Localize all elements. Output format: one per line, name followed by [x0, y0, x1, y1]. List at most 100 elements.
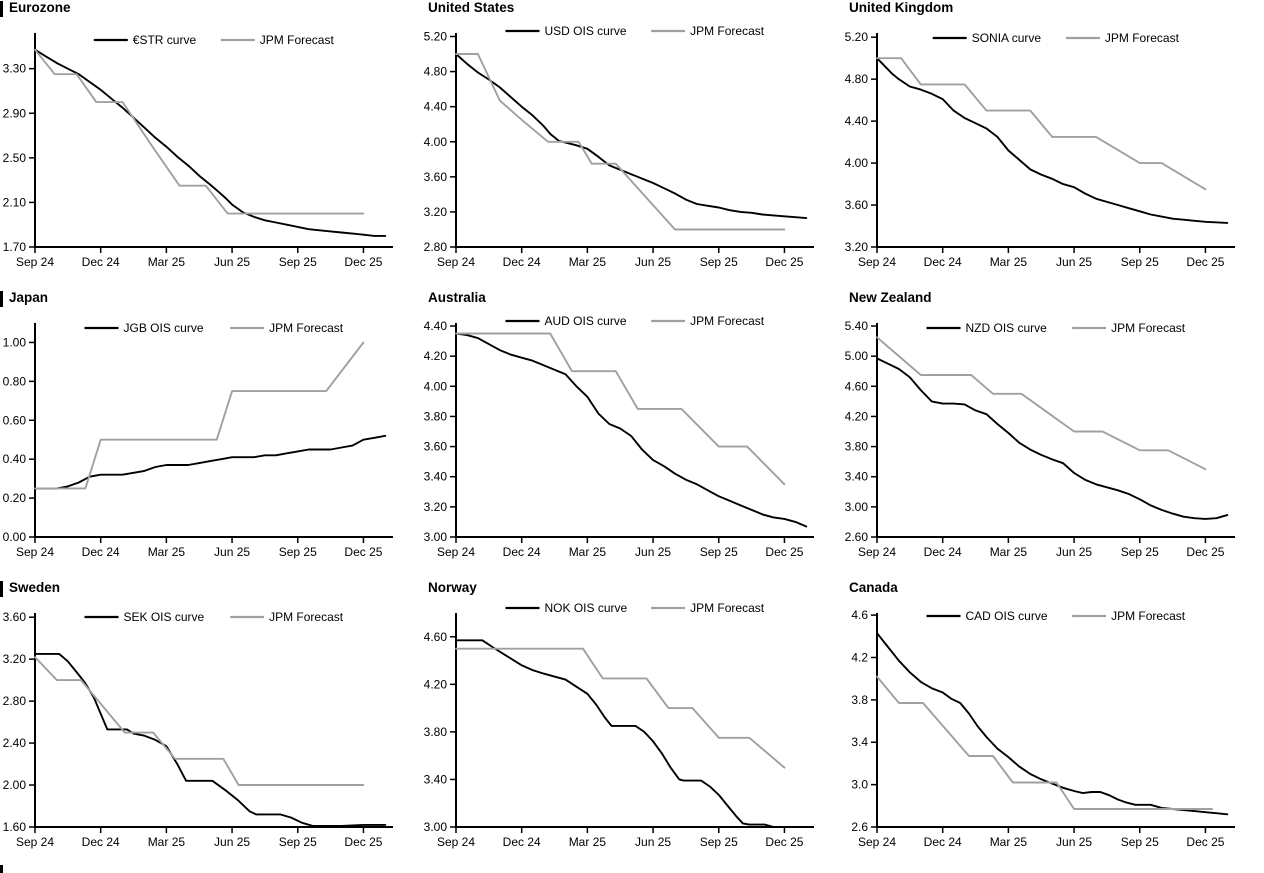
y-tick-label: 4.40 [424, 319, 448, 333]
x-tick-label: Dec 24 [503, 255, 541, 269]
jpm-forecast-line [455, 647, 786, 769]
section-bar-stub [0, 865, 3, 873]
chart-cell-united-kingdom: United Kingdom 3.20 3.60 4.00 4.40 4.80 5.20 Se… [842, 0, 1264, 290]
y-tick-label: 4.20 [424, 349, 448, 363]
x-tick-label: Dec 25 [765, 835, 803, 849]
x-tick-label: Dec 25 [344, 255, 382, 269]
x-tick-label: Sep 25 [700, 835, 738, 849]
jpm-forecast-line [34, 656, 365, 786]
legend-label-nok-ois-curve: NOK OIS curve [545, 601, 628, 615]
x-tick-label: Dec 24 [924, 835, 962, 849]
y-tick-label: 1.70 [3, 240, 27, 254]
jpm-forecast-line [876, 336, 1207, 471]
x-tick-label: Sep 24 [16, 835, 54, 849]
x-tick-label: Sep 24 [858, 835, 896, 849]
x-tick-label: Sep 24 [437, 545, 475, 559]
x-tick-label: Dec 24 [82, 545, 120, 559]
y-tick-label: 2.10 [3, 195, 27, 209]
chart-canvas-canada: 2.6 3.0 3.4 3.8 4.2 4.6 Sep 24 Dec 24 Mar 25 Jun … [851, 608, 1235, 849]
y-tick-label: 0.80 [3, 374, 27, 388]
y-tick-label: 4.00 [424, 379, 448, 393]
chart-title: Sweden [9, 580, 61, 595]
y-tick-label: 4.6 [851, 608, 868, 622]
y-tick-label: 4.80 [845, 72, 869, 86]
legend-label-jpm-forecast: JPM Forecast [690, 314, 765, 328]
y-tick-label: 4.00 [424, 135, 448, 149]
chart-cell-eurozone: Eurozone 1.70 2.10 2.50 2.90 3.30 Sep 24 Dec 24… [0, 0, 421, 290]
chart-cell-united-states: United States 2.80 3.20 3.60 4.00 4.40 4.80 5.2… [421, 0, 842, 290]
x-tick-label: Sep 24 [16, 255, 54, 269]
y-tick-label: 0.20 [3, 491, 27, 505]
x-tick-label: Sep 25 [1121, 255, 1159, 269]
y-tick-label: 0.40 [3, 452, 27, 466]
x-tick-label: Sep 24 [437, 255, 475, 269]
y-tick-label: 3.30 [3, 62, 27, 76]
y-tick-label: 3.20 [3, 652, 27, 666]
nzd-ois-curve-line [876, 357, 1229, 520]
x-tick-label: Sep 25 [700, 545, 738, 559]
y-tick-label: 3.80 [424, 725, 448, 739]
x-tick-label: Sep 24 [437, 835, 475, 849]
legend-label-jpm-forecast: JPM Forecast [260, 33, 335, 47]
nok-ois-curve-line [455, 639, 808, 828]
legend-label-aud-ois-curve: AUD OIS curve [545, 314, 627, 328]
chart-title: Japan [9, 290, 49, 305]
y-tick-label: 3.4 [851, 735, 868, 749]
y-tick-label: 4.20 [845, 409, 869, 423]
chart-cell-norway: Norway 3.00 3.40 3.80 4.20 4.60 Sep 24 Dec 24 Ma… [421, 580, 842, 873]
x-tick-label: Dec 25 [765, 255, 803, 269]
jpm-forecast-line [34, 341, 365, 490]
y-tick-label: 3.20 [424, 500, 448, 514]
y-tick-label: 4.60 [424, 630, 448, 644]
legend-label-cad-ois-curve: CAD OIS curve [966, 609, 1048, 623]
sonia-curve-line [876, 57, 1229, 224]
x-tick-label: Dec 24 [503, 835, 541, 849]
x-tick-label: Mar 25 [569, 255, 607, 269]
x-tick-label: Jun 25 [635, 835, 671, 849]
y-tick-label: 0.60 [3, 413, 27, 427]
x-tick-label: Sep 25 [279, 255, 317, 269]
y-tick-label: 4.20 [424, 677, 448, 691]
x-tick-label: Dec 25 [1186, 255, 1224, 269]
x-tick-label: Sep 25 [1121, 545, 1159, 559]
y-tick-label: 3.60 [424, 440, 448, 454]
y-tick-label: 3.20 [424, 205, 448, 219]
sek-ois-curve-line [34, 652, 387, 827]
y-tick-label: 0.00 [3, 530, 27, 544]
y-tick-label: 3.80 [845, 440, 869, 454]
x-tick-label: Dec 24 [924, 255, 962, 269]
x-tick-label: Sep 24 [16, 545, 54, 559]
legend-label-str-curve: €STR curve [133, 33, 197, 47]
y-tick-label: 2.50 [3, 151, 27, 165]
y-tick-label: 3.80 [424, 409, 448, 423]
legend-label-jpm-forecast: JPM Forecast [269, 321, 344, 335]
chart-canvas-united-kingdom: 3.20 3.60 4.00 4.40 4.80 5.20 Sep 24 Dec 24 Mar … [845, 30, 1235, 269]
y-tick-label: 4.60 [845, 379, 869, 393]
x-tick-label: Jun 25 [1056, 255, 1092, 269]
x-tick-label: Jun 25 [1056, 835, 1092, 849]
y-tick-label: 4.40 [845, 114, 869, 128]
x-tick-label: Dec 24 [503, 545, 541, 559]
legend-label-jpm-forecast: JPM Forecast [1111, 321, 1186, 335]
y-tick-label: 5.00 [845, 349, 869, 363]
y-tick-label: 3.60 [3, 610, 27, 624]
chart-cell-canada: Canada 2.6 3.0 3.4 3.8 4.2 4.6 Sep 24 Dec 24 Mar … [842, 580, 1264, 873]
jpm-forecast-line [876, 675, 1213, 810]
legend-label-usd-ois-curve: USD OIS curve [545, 24, 627, 38]
chart-title: Canada [849, 580, 898, 595]
chart-canvas-australia: 3.00 3.20 3.40 3.60 3.80 4.00 4.20 4.40 Sep 24 De… [424, 314, 814, 559]
x-tick-label: Mar 25 [148, 835, 186, 849]
jpm-forecast-line [34, 48, 365, 215]
jpm-forecast-line [455, 332, 786, 486]
chart-cell-australia: Australia 3.00 3.20 3.40 3.60 3.80 4.00 4.20 4.4… [421, 290, 842, 580]
x-tick-label: Mar 25 [148, 255, 186, 269]
y-tick-label: 4.80 [424, 65, 448, 79]
y-tick-label: 3.0 [851, 778, 868, 792]
y-tick-label: 4.00 [845, 156, 869, 170]
chart-cell-new-zealand: New Zealand 2.60 3.00 3.40 3.80 4.20 4.60 5.00 5… [842, 290, 1264, 580]
chart-title: Norway [428, 580, 477, 595]
jpm-forecast-line [876, 57, 1207, 191]
chart-title: United Kingdom [849, 0, 954, 15]
x-tick-label: Dec 25 [1186, 835, 1224, 849]
